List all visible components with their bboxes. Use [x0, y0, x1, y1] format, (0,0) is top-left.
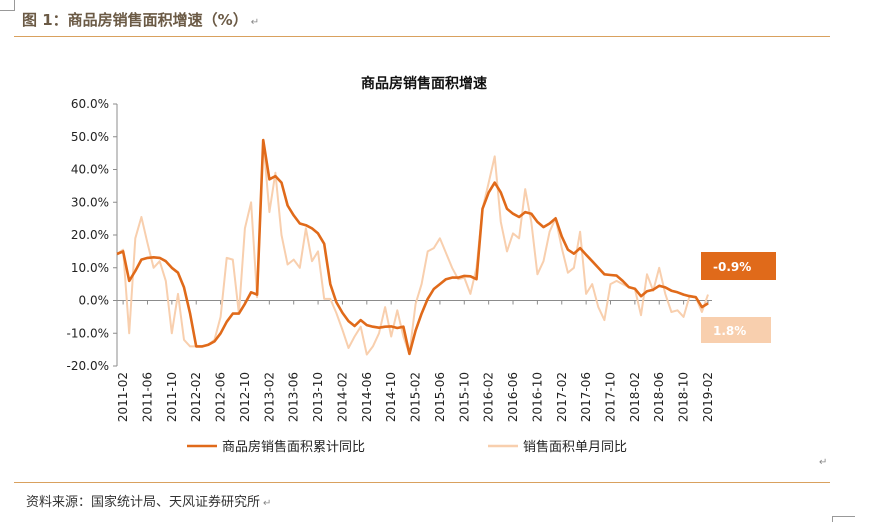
y-tick-label: 10.0% [71, 261, 109, 275]
x-tick-label: 2017-06 [579, 372, 593, 422]
figure-title-text: 图 1：商品房销售面积增速（%） [22, 11, 248, 29]
annotations: -0.9% 1.8% [701, 252, 776, 343]
top-divider [14, 36, 830, 37]
corner-crop-mark [832, 516, 855, 522]
y-axis: 60.0% 50.0% 40.0% 30.0% 20.0% 10.0% 0.0% -10.0%… [67, 97, 118, 373]
x-tick-label: 2013-06 [287, 372, 301, 422]
return-mark: ↵ [819, 457, 828, 468]
series-layer [116, 138, 709, 356]
x-tick-label: 2015-10 [457, 372, 471, 422]
figure-title: 图 1：商品房销售面积增速（%） ↵ [22, 9, 259, 30]
x-tick-label: 2016-06 [506, 372, 520, 422]
x-tick-label: 2011-06 [140, 372, 154, 422]
x-tick-label: 2011-10 [165, 372, 179, 422]
data-label-monthly: 1.8% [701, 317, 771, 343]
x-tick-label: 2013-10 [311, 372, 325, 422]
chart-title: 商品房销售面积增速 [361, 75, 487, 92]
y-tick-label: -10.0% [67, 326, 109, 340]
y-tick-label: 30.0% [71, 195, 109, 209]
x-tick-label: 2014-06 [360, 372, 374, 422]
corner-crop-mark [0, 0, 15, 11]
bottom-divider [14, 482, 830, 483]
y-tick-label: 0.0% [79, 294, 110, 308]
series-line-monthly [116, 139, 709, 356]
series-line-cumulative [116, 138, 709, 356]
source-note: 资料来源：国家统计局、天风证券研究所 ↵ [26, 491, 271, 510]
legend-label: 商品房销售面积累计同比 [222, 439, 365, 455]
x-tick-label: 2017-02 [555, 372, 569, 422]
x-tick-label: 2016-02 [482, 372, 496, 422]
x-tick-label: 2012-10 [238, 372, 252, 422]
x-tick-label: 2013-02 [262, 372, 276, 422]
x-tick-label: 2018-06 [652, 372, 666, 422]
return-mark: ↵ [250, 17, 260, 28]
y-tick-label: 50.0% [71, 130, 109, 144]
data-label-text: 1.8% [713, 324, 746, 338]
x-tick-label: 2016-10 [530, 372, 544, 422]
x-tick-label: 2018-10 [677, 372, 691, 422]
y-tick-label: 60.0% [71, 97, 109, 111]
return-mark: ↵ [263, 498, 272, 509]
x-tick-label: 2011-02 [116, 372, 130, 422]
x-tick-label: 2018-02 [628, 372, 642, 422]
x-tick-label: 2015-06 [433, 372, 447, 422]
data-label-box [701, 317, 771, 343]
data-label-text: -0.9% [713, 260, 751, 274]
x-tick-label: 2017-10 [603, 372, 617, 422]
legend-item: 商品房销售面积累计同比 [187, 439, 365, 455]
legend-label: 销售面积单月同比 [523, 439, 627, 455]
x-tick-label: 2014-10 [384, 372, 398, 422]
data-label-cumulative: -0.9% [701, 252, 776, 280]
x-tick-label: 2012-02 [189, 372, 203, 422]
x-axis: 2011-02 2011-06 2011-10 2012-02 2012-06 2012-… [116, 300, 715, 422]
x-tick-label: 2019-02 [701, 372, 715, 422]
x-tick-label: 2015-02 [409, 372, 423, 422]
x-tick-label: 2014-02 [335, 372, 349, 422]
legend: 商品房销售面积累计同比 销售面积单月同比 [187, 439, 627, 455]
x-tick-label: 2012-06 [214, 372, 228, 422]
y-tick-label: 40.0% [71, 163, 109, 177]
y-tick-label: -20.0% [67, 359, 109, 373]
y-tick-label: 20.0% [71, 228, 109, 242]
source-text: 资料来源：国家统计局、天风证券研究所 [26, 495, 261, 510]
legend-item: 销售面积单月同比 [488, 439, 627, 455]
data-label-box [701, 252, 776, 280]
